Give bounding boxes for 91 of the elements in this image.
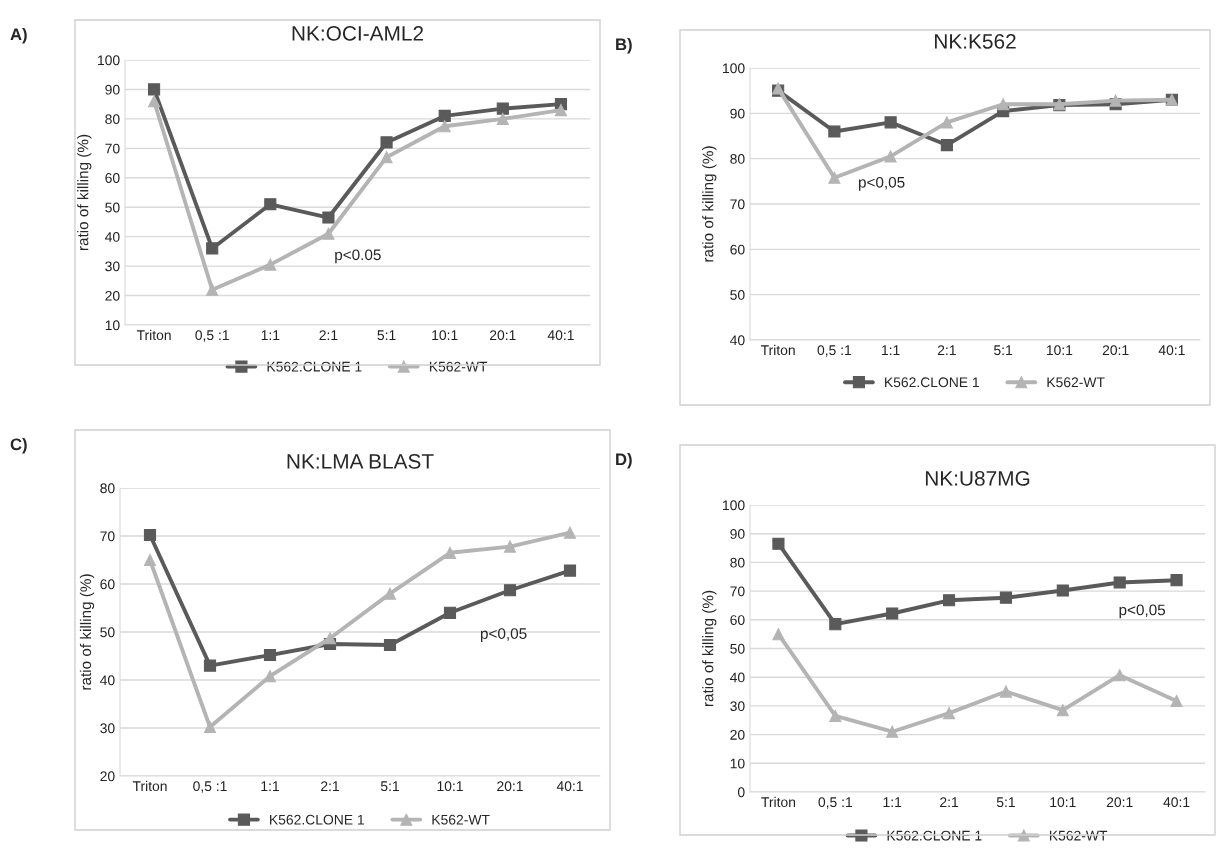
x-tick-label: 20:1 bbox=[497, 781, 523, 792]
text: D) bbox=[616, 453, 632, 469]
y-tick-label: 70 bbox=[100, 531, 115, 542]
y-tick-label: 60 bbox=[105, 173, 120, 183]
y-tick-label: 50 bbox=[730, 290, 745, 300]
x-tick-label: 2:1 bbox=[937, 345, 956, 355]
x-tick-label: 5:1 bbox=[380, 781, 399, 792]
text: C) bbox=[10, 438, 27, 454]
y-tick-label: 100 bbox=[98, 55, 120, 66]
chart-title: NK:U87MG bbox=[925, 471, 1030, 486]
x-tick-label: 1:1 bbox=[261, 781, 279, 791]
legend-label: K562-WT bbox=[429, 361, 488, 372]
x-tick-label: 20:1 bbox=[1102, 345, 1129, 356]
x-tick-label: 40:1 bbox=[556, 781, 583, 792]
y-tick-label: 60 bbox=[730, 615, 745, 625]
y-tick-label: 40 bbox=[100, 675, 115, 686]
x-tick-label: 1:1 bbox=[883, 797, 902, 807]
x-tick-label: 10:1 bbox=[1050, 797, 1076, 808]
x-tick-label: 5:1 bbox=[994, 345, 1013, 356]
x-tick-label: 1:1 bbox=[882, 345, 900, 355]
y-tick-label: 90 bbox=[730, 529, 745, 539]
x-tick-label: 40:1 bbox=[1163, 797, 1190, 808]
x-tick-label: 10:1 bbox=[437, 781, 463, 792]
legend-label: K562-WT bbox=[1049, 830, 1108, 841]
chart-title: NK:K562 bbox=[935, 34, 1016, 49]
x-tick-label: 0,5 :1 bbox=[195, 330, 229, 342]
x-tick-label: Triton bbox=[136, 329, 171, 341]
y-axis-title: ratio of killing (%) bbox=[79, 574, 95, 690]
y-axis-title: ratio of killing (%) bbox=[702, 146, 717, 262]
chart-title: NK:LMA BLAST bbox=[287, 454, 434, 469]
annotation: p<0,05 bbox=[480, 628, 527, 642]
y-tick-label: 80 bbox=[100, 483, 115, 494]
y-tick-label: 30 bbox=[730, 701, 745, 712]
annotation: p<0,05 bbox=[858, 176, 905, 191]
y-tick-label: 40 bbox=[730, 335, 745, 346]
x-tick-label: 0,5 :1 bbox=[193, 781, 227, 793]
legend-label: K562.CLONE 1 bbox=[885, 377, 979, 388]
x-tick-label: Triton bbox=[760, 344, 795, 356]
text: A) bbox=[10, 28, 27, 44]
y-tick-label: 70 bbox=[105, 143, 120, 154]
y-tick-label: 70 bbox=[730, 586, 745, 597]
y-tick-label: 90 bbox=[730, 108, 745, 119]
y-tick-label: 70 bbox=[730, 199, 745, 210]
y-tick-label: 60 bbox=[730, 244, 745, 255]
x-tick-label: 1:1 bbox=[261, 330, 280, 340]
text: B) bbox=[616, 38, 632, 54]
x-tick-label: 2:1 bbox=[319, 330, 338, 340]
legend-label: K562.CLONE 1 bbox=[270, 814, 364, 825]
legend-label: K562-WT bbox=[1047, 377, 1105, 388]
y-tick-label: 20 bbox=[105, 290, 120, 301]
y-tick-label: 30 bbox=[100, 723, 115, 734]
y-tick-label: 20 bbox=[730, 729, 745, 740]
y-tick-label: 90 bbox=[105, 84, 120, 95]
x-tick-label: 5:1 bbox=[996, 797, 1015, 808]
y-axis-title: ratio of killing (%) bbox=[77, 134, 92, 251]
y-tick-label: 80 bbox=[105, 114, 120, 125]
y-axis-title: ratio of killing (%) bbox=[702, 590, 717, 707]
y-tick-label: 10 bbox=[105, 320, 120, 331]
legend-label: K562.CLONE 1 bbox=[887, 830, 982, 841]
y-tick-label: 30 bbox=[105, 261, 120, 272]
x-tick-label: 10:1 bbox=[1046, 345, 1073, 356]
annotation: p<0,05 bbox=[1119, 604, 1166, 619]
x-tick-label: 2:1 bbox=[321, 781, 339, 791]
x-tick-label: Triton bbox=[132, 780, 167, 792]
y-tick-label: 40 bbox=[105, 232, 120, 242]
x-tick-label: 20:1 bbox=[1106, 797, 1133, 808]
chart-title: NK:OCI-AML2 bbox=[292, 26, 424, 41]
y-tick-label: 100 bbox=[723, 500, 745, 511]
x-tick-label: Triton bbox=[761, 796, 796, 808]
y-tick-label: 20 bbox=[100, 771, 115, 782]
x-tick-label: 5:1 bbox=[377, 330, 396, 341]
x-tick-label: 10:1 bbox=[432, 330, 458, 341]
y-tick-label: 50 bbox=[105, 202, 120, 213]
x-tick-label: 0,5 :1 bbox=[817, 345, 852, 357]
x-tick-label: 40:1 bbox=[547, 330, 574, 341]
annotation: p<0.05 bbox=[335, 249, 381, 264]
y-tick-label: 10 bbox=[730, 758, 745, 769]
x-tick-label: 40:1 bbox=[1158, 345, 1185, 356]
y-tick-label: 0 bbox=[737, 787, 745, 798]
legend-label: K562-WT bbox=[432, 814, 490, 825]
y-tick-label: 80 bbox=[730, 154, 745, 164]
x-tick-label: 0,5 :1 bbox=[818, 797, 853, 809]
y-tick-label: 100 bbox=[723, 63, 745, 74]
x-tick-label: 20:1 bbox=[490, 330, 516, 341]
x-tick-label: 2:1 bbox=[940, 797, 959, 807]
y-tick-label: 50 bbox=[100, 627, 115, 638]
y-tick-label: 40 bbox=[730, 672, 745, 683]
y-tick-label: 60 bbox=[100, 579, 115, 590]
y-tick-label: 50 bbox=[730, 643, 745, 654]
legend-label: K562.CLONE 1 bbox=[267, 361, 362, 372]
y-tick-label: 80 bbox=[730, 557, 745, 568]
